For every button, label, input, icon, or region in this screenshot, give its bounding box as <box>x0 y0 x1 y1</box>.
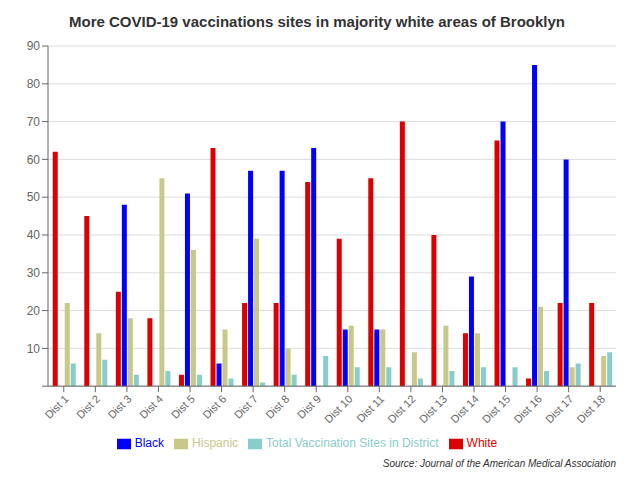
svg-text:Dist 5: Dist 5 <box>169 393 197 421</box>
svg-text:Dist 14: Dist 14 <box>448 393 481 426</box>
svg-text:Dist 12: Dist 12 <box>385 393 418 426</box>
html-text:Source: Journal of the America: Source: Journal of the American Medical … <box>382 458 616 469</box>
svg-text:Dist 13: Dist 13 <box>417 393 450 426</box>
svg-text:Dist 15: Dist 15 <box>480 393 513 426</box>
svg-text:Dist 1: Dist 1 <box>42 393 70 421</box>
svg-text:40: 40 <box>27 228 41 242</box>
svg-text:Dist 11: Dist 11 <box>354 393 386 425</box>
svg-text:Dist 2: Dist 2 <box>74 393 102 421</box>
svg-text:Dist 7: Dist 7 <box>232 393 260 421</box>
svg-text:Dist 9: Dist 9 <box>295 393 323 421</box>
svg-text:20: 20 <box>27 304 41 318</box>
svg-text:Dist 17: Dist 17 <box>543 393 576 426</box>
svg-text:Dist 6: Dist 6 <box>200 393 228 421</box>
svg-text:Dist 10: Dist 10 <box>322 393 355 426</box>
svg-text:30: 30 <box>27 266 41 280</box>
svg-text:Dist 3: Dist 3 <box>105 393 133 421</box>
svg-text:10: 10 <box>27 342 41 356</box>
svg-text:Dist 18: Dist 18 <box>574 393 607 426</box>
svg-text:90: 90 <box>27 39 41 53</box>
html-text:Black: Black <box>134 436 164 451</box>
svg-text:Dist 16: Dist 16 <box>511 393 544 426</box>
html-text:White: White <box>466 436 498 451</box>
svg-text:70: 70 <box>27 115 41 129</box>
html-text:Hispanic: Hispanic <box>192 436 239 451</box>
html-text:Total Vaccination Sites in Dis: Total Vaccination Sites in District <box>266 436 439 451</box>
svg-text:80: 80 <box>27 77 41 91</box>
svg-text:Dist 4: Dist 4 <box>137 393 165 421</box>
svg-text:60: 60 <box>27 153 41 167</box>
html-text:More COVID-19 vaccinations sit: More COVID-19 vaccinations sites in majo… <box>69 13 565 30</box>
svg-text:Dist 8: Dist 8 <box>263 393 291 421</box>
svg-text:50: 50 <box>27 190 41 204</box>
